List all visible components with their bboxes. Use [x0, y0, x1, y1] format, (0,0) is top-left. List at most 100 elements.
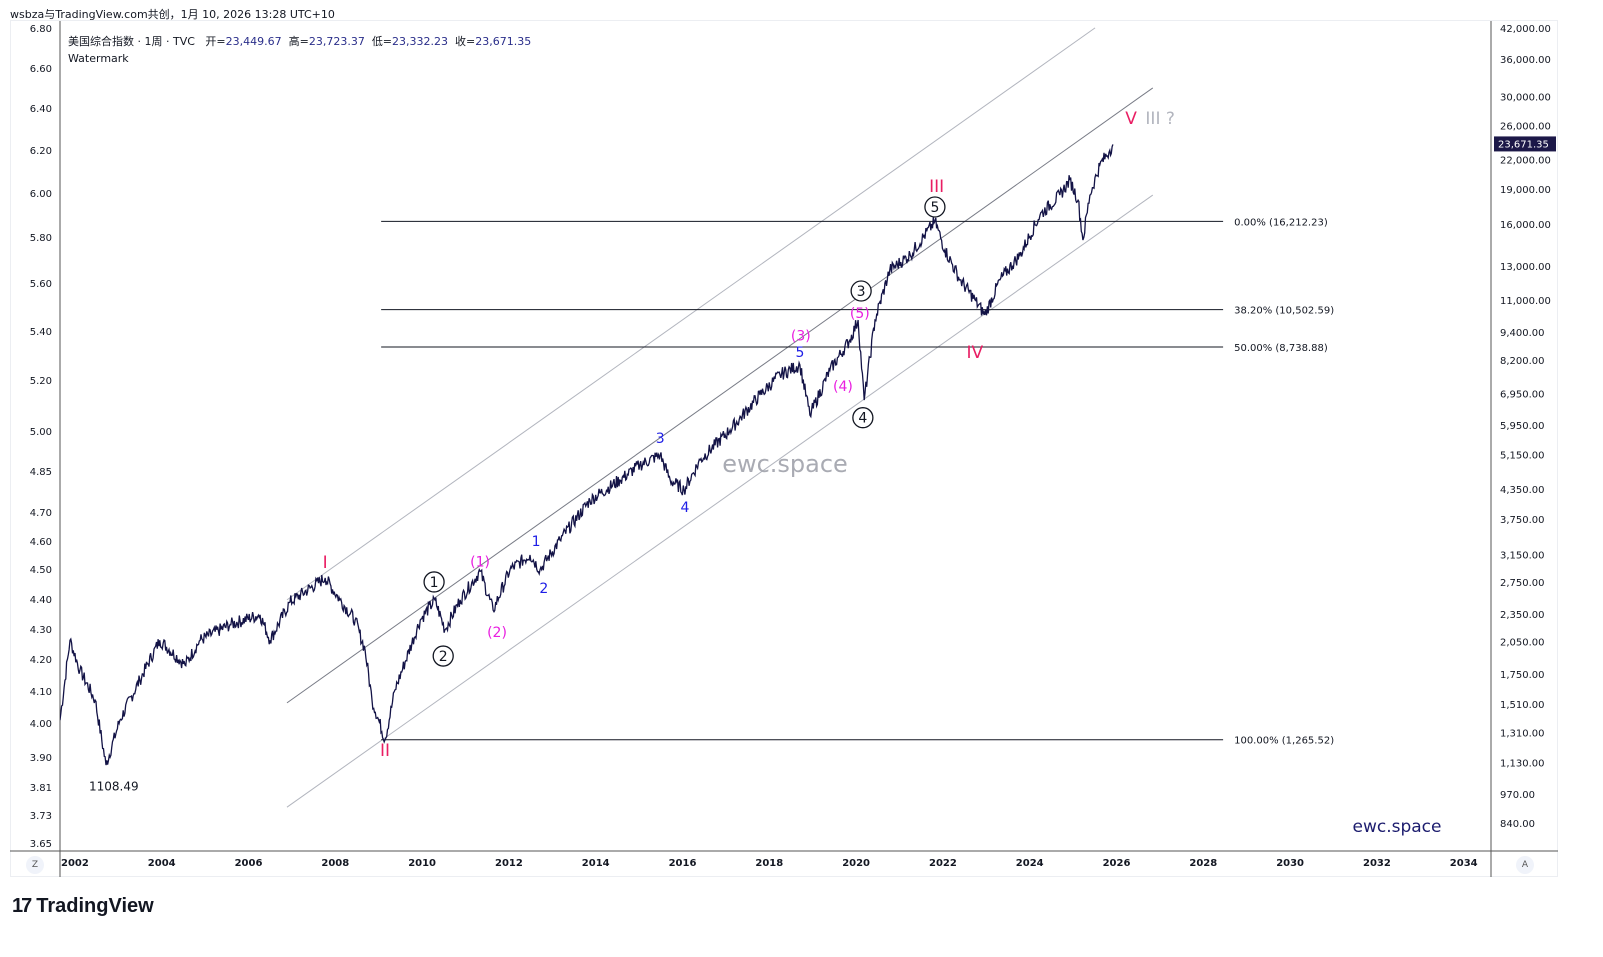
time-axis-tick-label: 2030 [1276, 858, 1304, 869]
time-axis-tick-label: 2016 [669, 858, 697, 869]
time-axis-tick-label: 2034 [1450, 858, 1478, 869]
right-axis-tick-label: 2,750.00 [1500, 578, 1545, 589]
last-price-tag [1494, 136, 1556, 152]
wave-circle-marker [423, 571, 445, 593]
close-label: 收= [455, 35, 476, 48]
wave-label-circled: 3 [857, 284, 866, 300]
right-axis-tick-label: 1,750.00 [1500, 670, 1545, 681]
watermark-corner: ewc.space [1353, 817, 1442, 837]
right-axis-tick-label: 9,400.00 [1500, 328, 1545, 339]
left-axis-tick-label: 6.40 [30, 104, 52, 115]
wave-label-gray: III ? [1145, 109, 1174, 129]
right-axis-tick-label: 13,000.00 [1500, 262, 1551, 273]
right-axis-tick-label: 970.00 [1500, 790, 1535, 801]
left-axis-tick-label: 5.40 [30, 327, 52, 338]
right-axis-tick-label: 2,050.00 [1500, 638, 1545, 649]
time-axis-tick-label: 2018 [755, 858, 783, 869]
z-scale-button[interactable]: Z [26, 856, 44, 874]
wave-label-blue: 2 [539, 581, 548, 597]
left-axis-tick-label: 6.80 [30, 24, 52, 35]
right-axis-tick-label: 22,000.00 [1500, 155, 1551, 166]
symbol-title[interactable]: 美国综合指数 · 1周 · TVC [68, 35, 195, 48]
wave-label-red: II [380, 741, 390, 761]
wave-circle-marker [432, 645, 454, 667]
wave-label-red: III [929, 177, 944, 197]
left-axis-tick-label: 4.00 [30, 719, 52, 730]
left-axis-tick-label: 5.00 [30, 427, 52, 438]
right-axis-tick-label: 16,000.00 [1500, 220, 1551, 231]
right-axis-tick-label: 42,000.00 [1500, 24, 1551, 35]
high-value: 23,723.37 [308, 35, 365, 48]
low-label: 低= [371, 35, 393, 48]
right-axis-tick-label: 26,000.00 [1500, 121, 1551, 132]
wave-label-red: I [323, 553, 328, 573]
left-axis-tick-label: 3.81 [30, 783, 52, 794]
right-axis-tick-label: 3,750.00 [1500, 515, 1545, 526]
symbol-legend: 美国综合指数 · 1周 · TVC 开=23,449.67 高=23,723.3… [68, 33, 531, 67]
fib-level-label: 38.20% (10,502.59) [1234, 306, 1334, 317]
time-axis-tick-label: 2024 [1016, 858, 1044, 869]
wave-label-red: V [1125, 109, 1137, 129]
tradingview-logo[interactable]: 17 TradingView [12, 895, 154, 918]
right-axis-tick-label: 5,150.00 [1500, 450, 1545, 461]
wave-label-dark: 1108.49 [89, 779, 139, 793]
tradingview-logo-icon: 17 [12, 895, 32, 917]
chart-credit: wsbza与TradingView.com共创，1月 10, 2026 13:2… [10, 8, 335, 21]
left-axis-tick-label: 6.00 [30, 189, 52, 200]
channel-line-lower [286, 194, 1154, 808]
fib-level-label: 100.00% (1,265.52) [1234, 736, 1334, 747]
wave-circle-marker [850, 280, 872, 302]
time-axis-tick-label: 2014 [582, 858, 610, 869]
time-axis-tick-label: 2010 [408, 858, 436, 869]
open-value: 23,449.67 [225, 35, 282, 48]
wave-label-blue: 5 [795, 345, 804, 361]
time-axis-tick-label: 2032 [1363, 858, 1391, 869]
fib-level-label: 0.00% (16,212.23) [1234, 217, 1328, 228]
wave-label-magenta: (3) [791, 329, 811, 345]
low-value: 23,332.23 [392, 35, 449, 48]
wave-label-magenta: (4) [833, 379, 853, 395]
left-axis-tick-label: 4.60 [30, 537, 52, 548]
last-price-label: 23,671.35 [1498, 139, 1549, 150]
tradingview-brand: TradingView [36, 895, 154, 917]
right-axis-tick-label: 30,000.00 [1500, 92, 1551, 103]
time-axis-tick-label: 2012 [495, 858, 523, 869]
time-axis-tick-label: 2002 [61, 858, 89, 869]
wave-label-circled: 1 [430, 575, 439, 591]
chart-frame [10, 20, 1558, 877]
left-axis-tick-label: 6.60 [30, 64, 52, 75]
right-axis-tick-label: 8,200.00 [1500, 356, 1545, 367]
channel-line-upper [286, 27, 1096, 601]
left-axis-tick-label: 4.10 [30, 687, 52, 698]
left-axis-tick-label: 3.65 [30, 839, 52, 850]
channel-line-middle [286, 87, 1154, 704]
time-axis-tick-label: 2004 [148, 858, 176, 869]
wave-label-magenta: (1) [470, 554, 490, 570]
time-axis-tick-label: 2020 [842, 858, 870, 869]
auto-scale-button[interactable]: A [1516, 856, 1534, 874]
left-axis-tick-label: 6.20 [30, 146, 52, 157]
right-axis-tick-label: 840.00 [1500, 819, 1535, 830]
time-axis-tick-label: 2006 [235, 858, 263, 869]
fib-level-label: 50.00% (8,738.88) [1234, 343, 1328, 354]
plot-area: 0.00% (16,212.23) 38.20% (10,502.59) 50.00… [60, 27, 1442, 837]
open-label: 开= [205, 35, 226, 48]
right-axis-tick-label: 1,130.00 [1500, 759, 1545, 770]
wave-label-circled: 4 [858, 411, 867, 427]
right-axis-tick-label: 6,950.00 [1500, 390, 1545, 401]
wave-label-magenta: (5) [850, 306, 870, 322]
left-axis-tick-label: 5.80 [30, 233, 52, 244]
left-axis-tick-label: 4.50 [30, 565, 52, 576]
price-series-line [60, 144, 1114, 766]
watermark-indicator[interactable]: Watermark [68, 52, 129, 65]
time-axis-tick-label: 2022 [929, 858, 957, 869]
high-label: 高= [288, 35, 309, 48]
wave-label-circled: 2 [439, 649, 448, 665]
right-axis-tick-label: 5,950.00 [1500, 421, 1545, 432]
left-axis-tick-label: 3.73 [30, 811, 52, 822]
wave-label-blue: 1 [532, 534, 541, 550]
wave-label-blue: 4 [680, 500, 689, 516]
time-axis-tick-label: 2008 [321, 858, 349, 869]
left-axis-tick-label: 5.60 [30, 279, 52, 290]
